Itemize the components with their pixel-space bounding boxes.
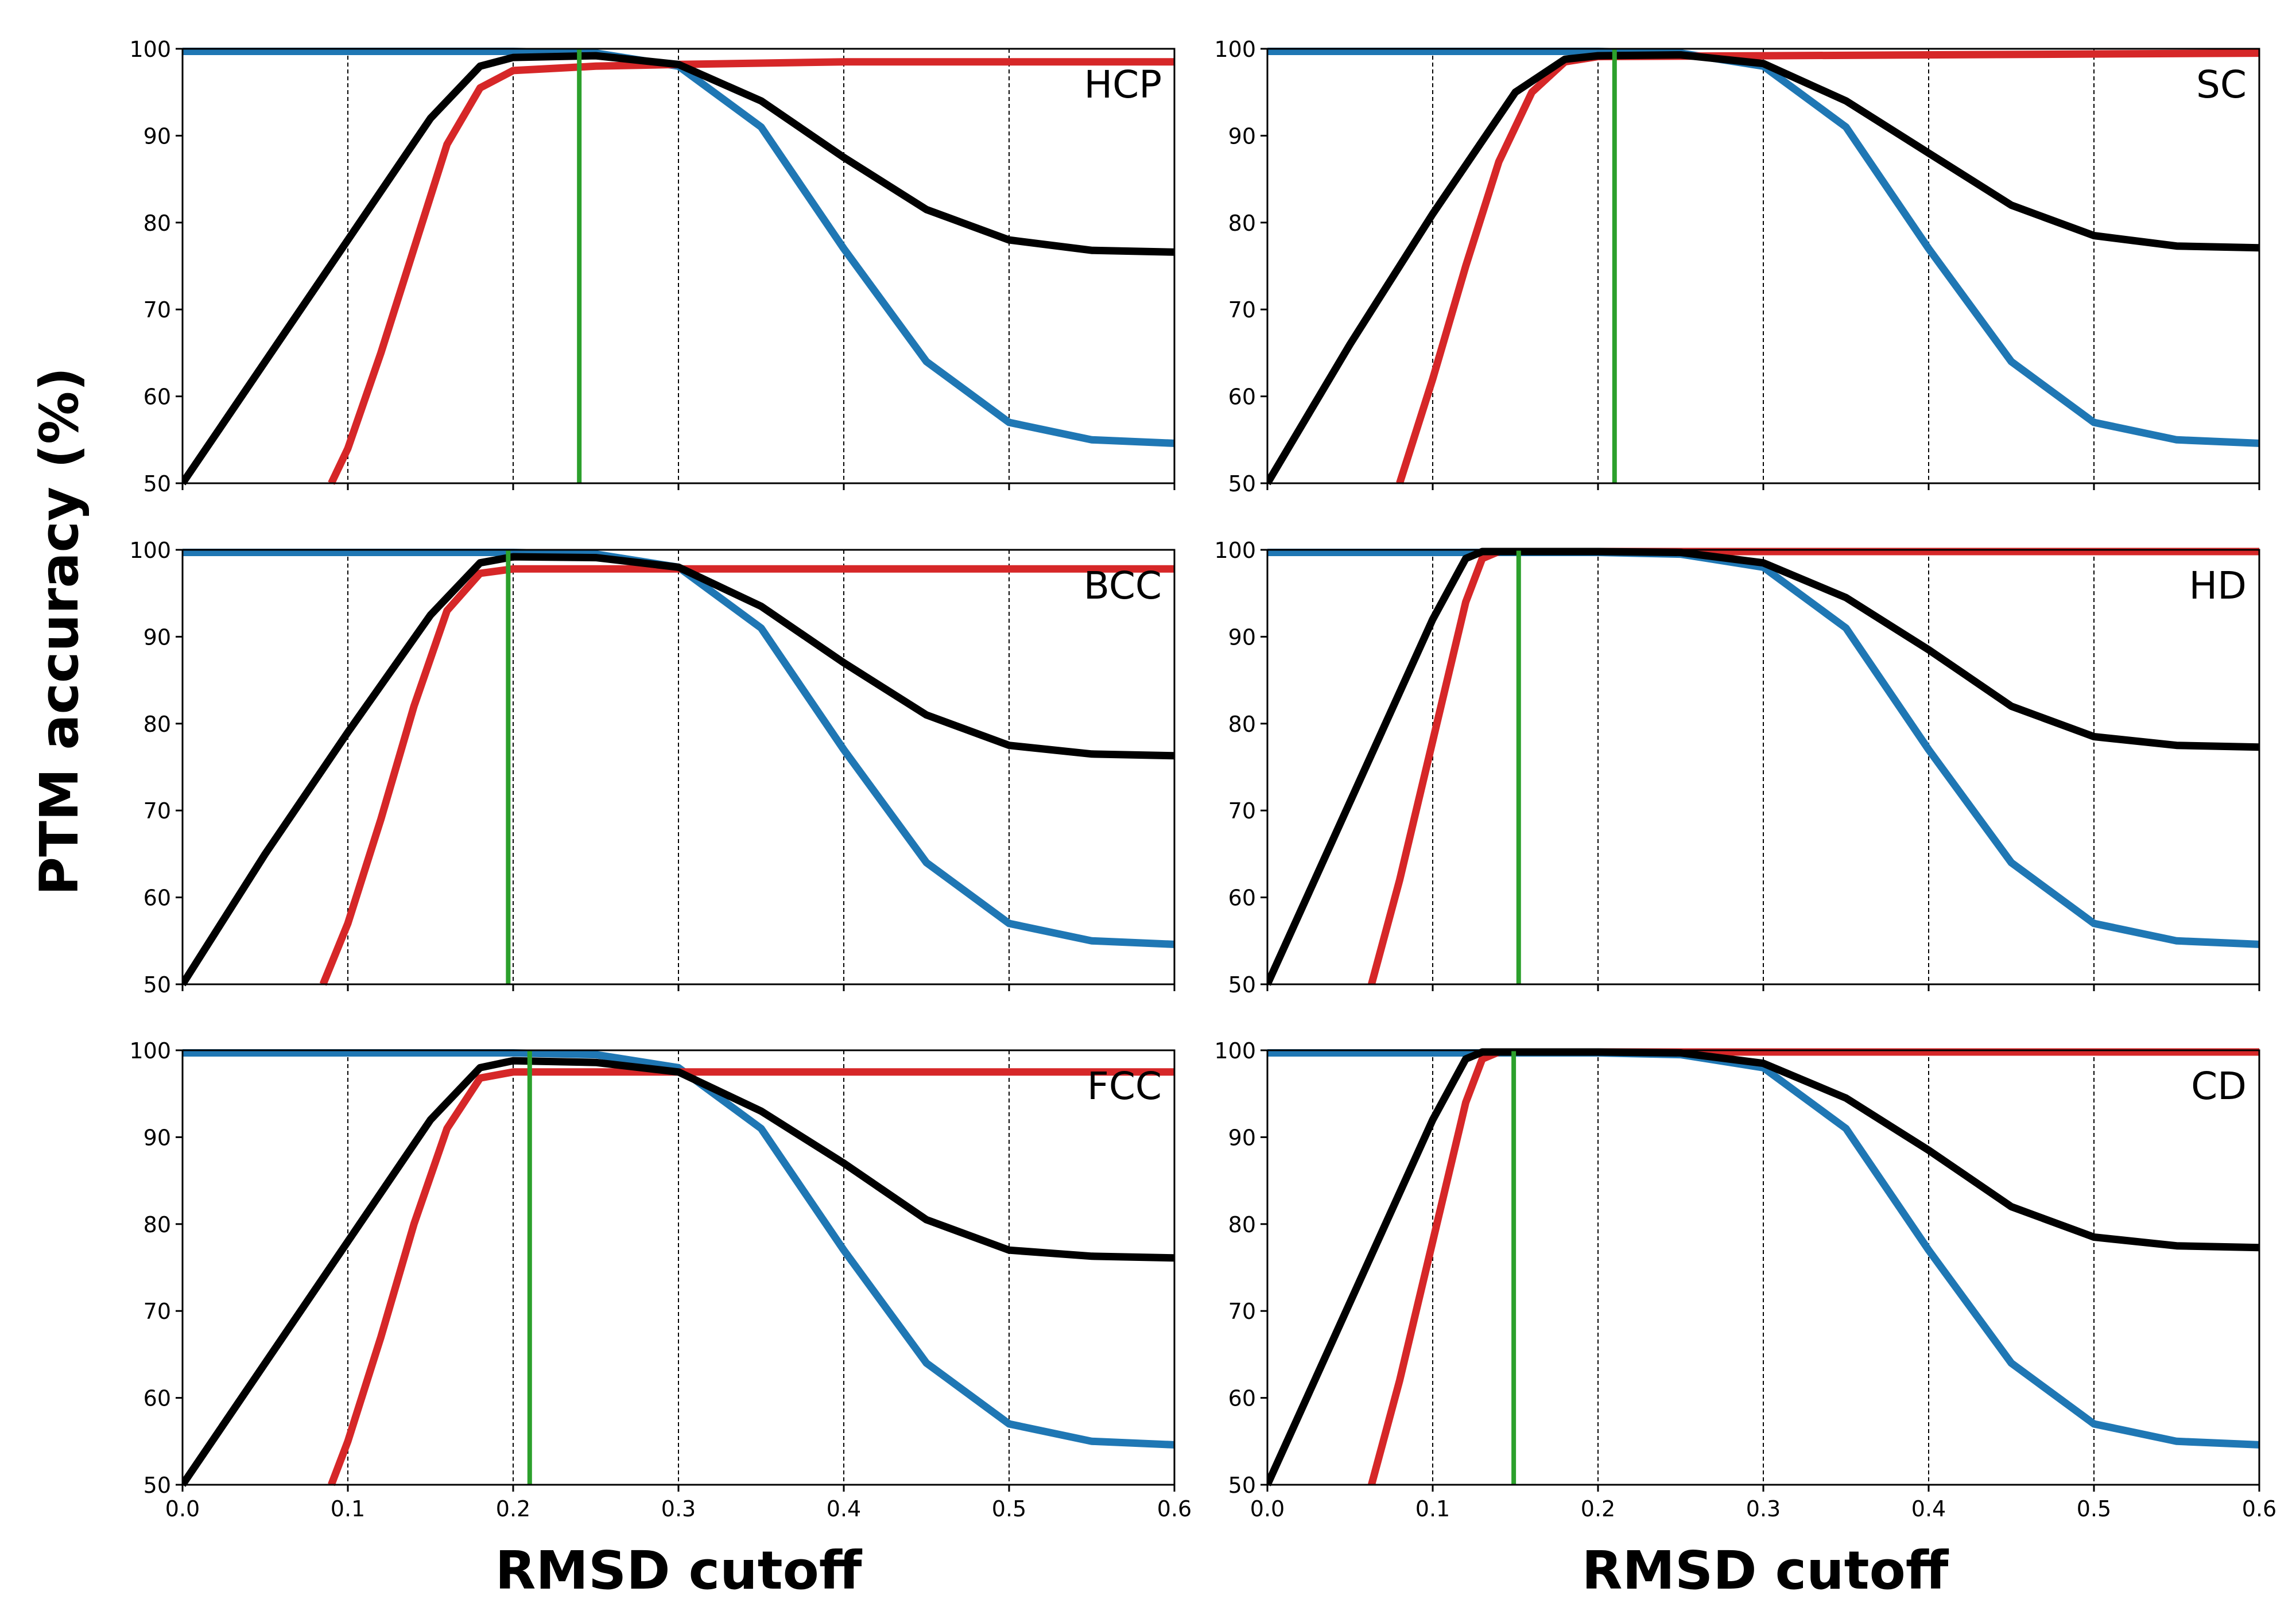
- x-axis-title-left: RMSD cutoff: [495, 1540, 863, 1601]
- panels: 50 60 70 80 90 100 HCP 50 60 70 80 90 100 SC 50 60 70 80 9…: [129, 37, 2276, 1521]
- y-tick-label: 100: [1214, 37, 1256, 62]
- y-tick-label: 50: [144, 471, 171, 496]
- y-tick-label: 90: [1228, 624, 1256, 650]
- y-tick-label: 70: [144, 798, 171, 824]
- x-tick-label: 0.4: [827, 1496, 861, 1521]
- series-line-red: [328, 1068, 1174, 1486]
- panel-bcc: 50 60 70 80 90 100 BCC: [129, 538, 1176, 997]
- panel-label: HD: [2189, 564, 2247, 608]
- y-tick-label: 50: [144, 1473, 171, 1498]
- y-tick-label: 60: [144, 385, 171, 410]
- series-line-blue: [183, 549, 1174, 948]
- y-tick-label: 100: [1214, 538, 1256, 563]
- x-tick-label: 0.0: [165, 1496, 200, 1521]
- x-axis-title-right: RMSD cutoff: [1582, 1540, 1949, 1601]
- y-tick-label: 90: [1228, 1125, 1256, 1150]
- x-tick-label: 0.1: [331, 1496, 365, 1521]
- x-tick-label: 0.6: [2242, 1496, 2276, 1521]
- panel-label: BCC: [1084, 564, 1162, 608]
- x-tick-label: 0.4: [1911, 1496, 1946, 1521]
- series-line-black: [183, 553, 1174, 987]
- x-tick-label: 0.0: [1250, 1496, 1285, 1521]
- y-tick-label: 60: [144, 1386, 171, 1411]
- x-tick-label: 0.6: [1157, 1496, 1192, 1521]
- y-tick-label: 80: [144, 712, 171, 737]
- series-line-black: [183, 1057, 1174, 1487]
- series-line-black: [1267, 548, 2259, 986]
- series-line-black: [1267, 1048, 2259, 1486]
- panel-sc: 50 60 70 80 90 100 SC: [1214, 37, 2260, 496]
- series-line-red: [319, 565, 1174, 986]
- y-tick-label: 60: [1228, 1386, 1256, 1411]
- x-tick-label: 0.3: [661, 1496, 696, 1521]
- series-line-black: [183, 52, 1174, 486]
- y-tick-label: 60: [1228, 385, 1256, 410]
- y-tick-label: 60: [1228, 886, 1256, 911]
- x-tick-label: 0.2: [1581, 1496, 1615, 1521]
- y-tick-label: 70: [144, 1299, 171, 1324]
- y-tick-label: 80: [1228, 1212, 1256, 1237]
- panel-label: HCP: [1084, 63, 1162, 107]
- panel-cd: 50 60 70 80 90 100 0.0 0.1 0.2 0.3 0.4 0.5 0.6 CD: [1214, 1038, 2276, 1521]
- panel-hcp: 50 60 70 80 90 100 HCP: [129, 37, 1176, 496]
- y-tick-label: 100: [129, 37, 171, 62]
- y-tick-label: 80: [1228, 712, 1256, 737]
- y-tick-label: 50: [144, 972, 171, 997]
- series-line-blue: [183, 1049, 1174, 1449]
- y-tick-label: 70: [144, 297, 171, 323]
- panel-label: CD: [2191, 1064, 2247, 1108]
- y-tick-label: 50: [1228, 972, 1256, 997]
- y-tick-label: 70: [1228, 798, 1256, 824]
- y-axis-title: PTM accuracy (%): [29, 367, 90, 896]
- x-tick-label: 0.2: [496, 1496, 530, 1521]
- y-tick-label: 70: [1228, 297, 1256, 323]
- y-tick-label: 100: [129, 1038, 171, 1063]
- panel-fcc: 50 60 70 80 90 100 0.0 0.1 0.2 0.3 0.4 0.5 0.6 FCC: [129, 1038, 1192, 1521]
- y-tick-label: 100: [129, 538, 171, 563]
- y-tick-label: 60: [144, 886, 171, 911]
- panel-hd: 50 60 70 80 90 100 HD: [1214, 538, 2260, 997]
- panel-label: SC: [2196, 63, 2247, 107]
- y-tick-label: 90: [1228, 123, 1256, 149]
- series-line-black: [1267, 51, 2259, 486]
- series-line-red: [328, 58, 1174, 485]
- y-tick-label: 80: [144, 1212, 171, 1237]
- y-tick-label: 80: [1228, 211, 1256, 236]
- y-tick-label: 90: [144, 1125, 171, 1150]
- y-tick-label: 50: [1228, 1473, 1256, 1498]
- x-tick-label: 0.3: [1746, 1496, 1781, 1521]
- y-tick-label: 100: [1214, 1038, 1256, 1063]
- panel-label: FCC: [1087, 1064, 1162, 1108]
- x-tick-label: 0.5: [2077, 1496, 2111, 1521]
- y-tick-label: 50: [1228, 471, 1256, 496]
- x-tick-label: 0.1: [1415, 1496, 1450, 1521]
- y-tick-label: 80: [144, 211, 171, 236]
- x-tick-label: 0.5: [992, 1496, 1026, 1521]
- series-line-blue: [183, 48, 1174, 447]
- y-tick-label: 70: [1228, 1299, 1256, 1324]
- y-tick-label: 90: [144, 624, 171, 650]
- y-tick-label: 90: [144, 123, 171, 149]
